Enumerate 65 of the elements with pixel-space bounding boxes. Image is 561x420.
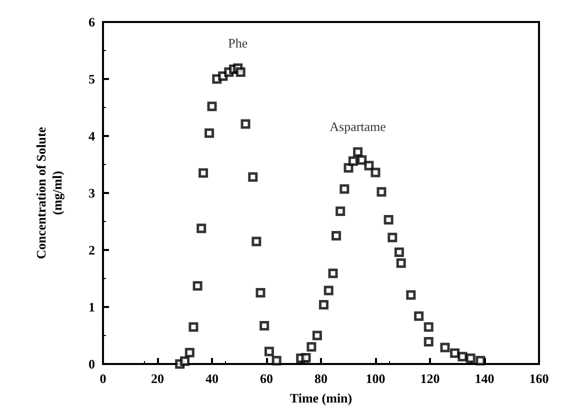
y-axis-title: Concentration of Solute (mg/ml) xyxy=(34,126,64,260)
point xyxy=(388,232,398,242)
point xyxy=(332,231,342,240)
point xyxy=(248,172,258,182)
y-tick-label: 6 xyxy=(88,14,96,30)
point xyxy=(364,160,374,170)
point xyxy=(318,300,328,310)
x-tick-label: 140 xyxy=(474,371,494,386)
point xyxy=(344,163,354,173)
point xyxy=(424,337,434,347)
point xyxy=(396,258,406,268)
point xyxy=(328,268,338,278)
x-tick-label: 60 xyxy=(260,371,273,386)
x-tick-label: 0 xyxy=(100,371,106,386)
point xyxy=(450,348,460,358)
point xyxy=(301,352,311,362)
point xyxy=(306,342,316,352)
point xyxy=(204,128,214,138)
point xyxy=(357,155,367,165)
series-label: Phe xyxy=(228,35,248,50)
y-tick-label: 5 xyxy=(88,72,96,86)
point xyxy=(466,354,476,364)
point xyxy=(348,156,358,166)
point xyxy=(324,286,334,296)
point xyxy=(353,147,363,157)
y-tick-label: 3 xyxy=(88,186,96,200)
x-tick-label: 20 xyxy=(151,371,164,386)
x-tick-label: 100 xyxy=(366,371,386,386)
point xyxy=(256,288,266,298)
point xyxy=(192,281,202,291)
x-tick-label: 40 xyxy=(206,371,218,386)
point xyxy=(440,342,450,352)
point xyxy=(340,184,350,194)
point xyxy=(180,356,190,366)
point xyxy=(240,119,250,129)
point xyxy=(424,322,434,332)
x-tick-label: 80 xyxy=(314,371,328,386)
point xyxy=(384,215,394,225)
point xyxy=(196,224,206,234)
x-tick-label: 160 xyxy=(529,371,549,386)
point xyxy=(376,187,386,197)
point xyxy=(264,346,274,356)
point xyxy=(198,168,208,178)
point xyxy=(414,311,424,321)
x-axis-title: Time (min) xyxy=(290,390,352,406)
y-tick-label: 1 xyxy=(88,300,95,314)
point xyxy=(476,356,486,366)
y-tick-label: 4 xyxy=(88,128,96,144)
point xyxy=(184,348,194,358)
y-tick-label: 0 xyxy=(88,356,95,372)
point xyxy=(394,248,404,258)
series-label: Aspartame xyxy=(330,119,386,134)
point xyxy=(260,321,270,331)
point xyxy=(458,352,468,362)
point xyxy=(312,330,322,340)
point xyxy=(336,206,346,216)
x-tick-label: 120 xyxy=(420,371,440,386)
point xyxy=(188,322,198,332)
point xyxy=(207,102,217,112)
point xyxy=(236,67,246,77)
point xyxy=(252,236,262,246)
point xyxy=(272,356,282,366)
point xyxy=(370,168,380,178)
point xyxy=(406,290,416,300)
y-tick-label: 2 xyxy=(88,242,95,258)
